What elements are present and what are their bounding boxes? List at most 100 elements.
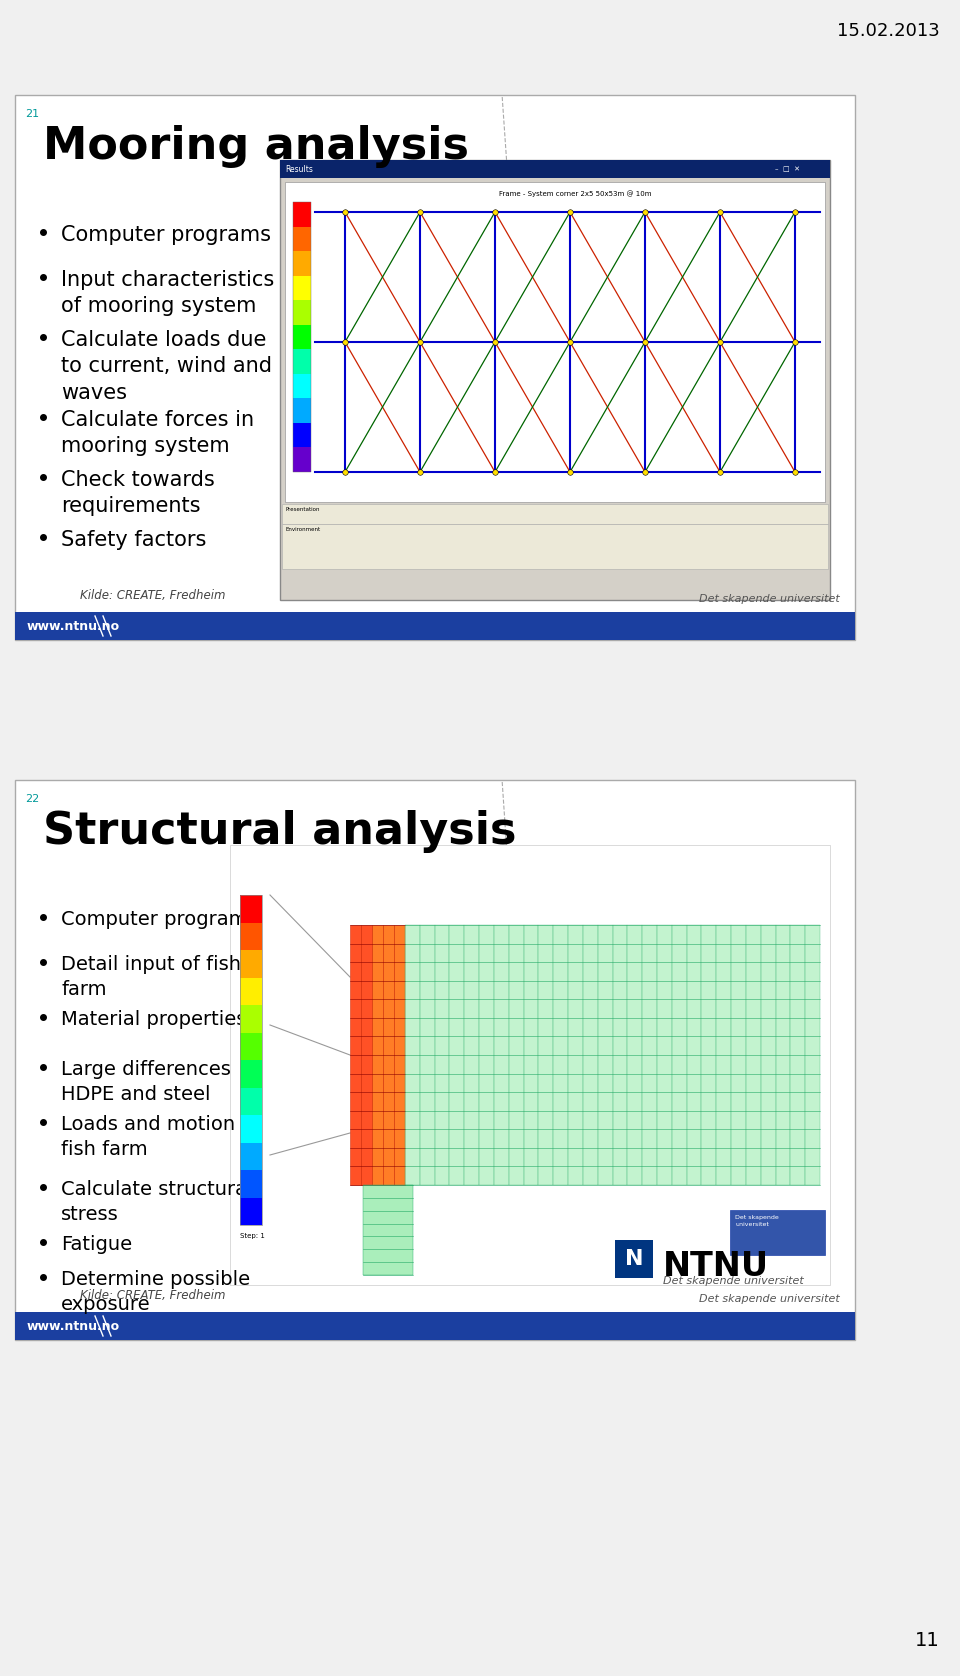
Text: Material properties: Material properties [61, 1011, 247, 1029]
Bar [363, 1185, 413, 1275]
Bar [361, 925, 372, 1185]
Bar [240, 922, 262, 950]
Bar [350, 925, 820, 1185]
Text: Step: 1: Step: 1 [240, 1234, 265, 1239]
Bar [805, 925, 820, 1185]
Bar [15, 612, 855, 640]
Text: Determine possible
exposure: Determine possible exposure [61, 1270, 251, 1314]
Bar [509, 925, 523, 1185]
Bar [657, 925, 672, 1185]
Bar [15, 1312, 855, 1341]
Bar [730, 1210, 825, 1255]
Text: Frame - System corner 2x5 50x53m @ 10m: Frame - System corner 2x5 50x53m @ 10m [499, 189, 651, 196]
Bar [760, 925, 776, 1185]
Bar [293, 374, 311, 399]
Bar [280, 159, 830, 178]
Text: Loads and motion of
fish farm: Loads and motion of fish farm [61, 1115, 260, 1160]
Bar [240, 895, 262, 1225]
Text: Fatigue: Fatigue [61, 1235, 132, 1254]
Bar [240, 1197, 262, 1225]
Bar [420, 925, 435, 1185]
Text: Calculate loads due
to current, wind and
waves: Calculate loads due to current, wind and… [61, 330, 272, 402]
Text: Computer programs: Computer programs [61, 225, 271, 245]
Bar [293, 275, 311, 300]
Text: Calculate forces in
mooring system: Calculate forces in mooring system [61, 411, 254, 456]
Bar [293, 422, 311, 447]
Text: N: N [625, 1249, 643, 1269]
Bar [240, 1170, 262, 1197]
Bar [240, 1143, 262, 1170]
Bar [394, 925, 405, 1185]
Bar [293, 325, 311, 349]
Text: Safety factors: Safety factors [61, 530, 206, 550]
Bar [449, 925, 465, 1185]
Bar [776, 925, 790, 1185]
Bar [372, 925, 383, 1185]
Bar [15, 96, 855, 640]
Bar [280, 159, 830, 600]
Bar [293, 399, 311, 422]
Bar [240, 1059, 262, 1088]
Text: Kilde: CREATE, Fredheim: Kilde: CREATE, Fredheim [80, 1289, 226, 1302]
Text: NTNU: NTNU [663, 1250, 769, 1284]
Bar [479, 925, 494, 1185]
Bar [615, 1240, 653, 1279]
Bar [612, 925, 627, 1185]
Text: 21: 21 [25, 109, 39, 119]
Bar [583, 925, 598, 1185]
Bar [790, 925, 805, 1185]
Text: Calculate structural
stress: Calculate structural stress [61, 1180, 252, 1223]
Bar [702, 925, 716, 1185]
Text: Det skapende universitet: Det skapende universitet [663, 1275, 804, 1285]
Text: Det skapende universitet: Det skapende universitet [699, 1294, 840, 1304]
Bar [282, 525, 828, 568]
Bar [240, 1006, 262, 1032]
Bar [345, 211, 795, 473]
Bar [15, 779, 855, 1341]
Text: www.ntnu.no: www.ntnu.no [27, 620, 120, 632]
Bar [539, 925, 553, 1185]
Text: Detail input of fish
farm: Detail input of fish farm [61, 955, 241, 999]
Bar [240, 1088, 262, 1115]
Text: www.ntnu.no: www.ntnu.no [27, 1319, 120, 1332]
Text: Environment: Environment [285, 526, 320, 531]
Text: Kilde: CREATE, Fredheim: Kilde: CREATE, Fredheim [80, 588, 226, 602]
Text: Input characteristics
of mooring system: Input characteristics of mooring system [61, 270, 275, 317]
Bar [285, 183, 825, 503]
Bar [240, 977, 262, 1006]
Bar [716, 925, 732, 1185]
Text: Det skapende
universitet: Det skapende universitet [735, 1215, 779, 1227]
Bar [293, 251, 311, 275]
Bar [293, 447, 311, 473]
Bar [293, 203, 311, 473]
Text: 22: 22 [25, 794, 39, 804]
Bar [293, 203, 311, 226]
Bar [642, 925, 657, 1185]
Text: Results: Results [285, 164, 313, 174]
Bar [568, 925, 583, 1185]
Bar [293, 226, 311, 251]
Text: Large differences
HDPE and steel: Large differences HDPE and steel [61, 1059, 230, 1104]
Bar [230, 845, 830, 1285]
Bar [465, 925, 479, 1185]
Bar [494, 925, 509, 1185]
Bar [732, 925, 746, 1185]
Bar [405, 925, 420, 1185]
Text: Computer programs: Computer programs [61, 910, 257, 929]
Text: Structural analysis: Structural analysis [43, 810, 516, 853]
Bar [350, 925, 361, 1185]
Bar [435, 925, 449, 1185]
Bar [383, 925, 394, 1185]
Bar [282, 504, 828, 525]
Bar [672, 925, 686, 1185]
Bar [746, 925, 760, 1185]
Bar [686, 925, 702, 1185]
Text: –  □  ✕: – □ ✕ [775, 166, 800, 173]
Text: Mooring analysis: Mooring analysis [43, 126, 469, 168]
Text: Presentation: Presentation [285, 508, 320, 511]
Bar [553, 925, 568, 1185]
Text: Det skapende universitet: Det skapende universitet [699, 593, 840, 603]
Bar [293, 300, 311, 325]
Bar [523, 925, 539, 1185]
Bar [293, 349, 311, 374]
